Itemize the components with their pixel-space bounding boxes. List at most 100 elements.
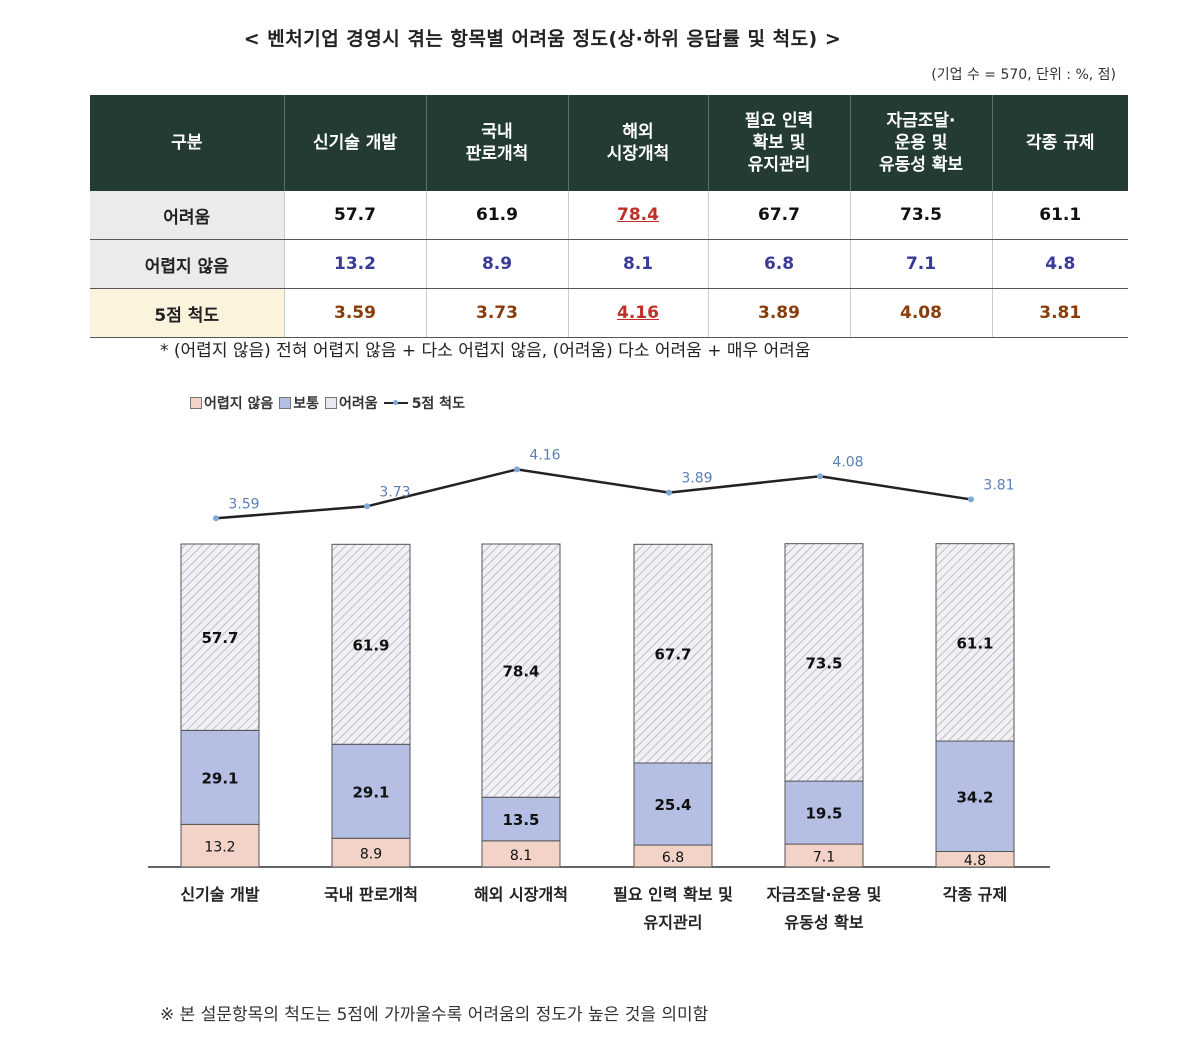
bar-segment [784, 543, 864, 782]
bar-value-label: 13.2 [204, 840, 235, 856]
bar-value-label: 29.1 [352, 783, 389, 801]
bar-value-label: 73.5 [805, 654, 842, 672]
table-cell: 78.4 [568, 191, 709, 240]
table-cell: 8.1 [568, 239, 709, 289]
legend-swatch [190, 397, 202, 409]
scale-value-label: 4.16 [529, 447, 560, 463]
bar-value-label: 8.1 [510, 848, 532, 864]
bar-segment [784, 780, 864, 845]
table-cell: 3.89 [708, 288, 851, 338]
table-header: 국내 판로개척 [426, 95, 569, 191]
bar-value-label: 6.8 [662, 850, 684, 866]
header-line: 신기술 개발 [312, 132, 398, 153]
bar-value-label: 25.4 [654, 796, 691, 814]
table-header-row: 구분 신기술 개발 국내 판로개척 해외 시장개척 필요 인력 확보 및 유지관리 자금… [90, 95, 1128, 191]
table-cell: 73.5 [850, 191, 993, 240]
table-cell: 67.7 [708, 191, 851, 240]
bar-segment [331, 743, 411, 839]
table-corner: 구분 [90, 95, 285, 191]
table-cell: 3.81 [992, 288, 1128, 338]
scale-value-label: 3.73 [379, 484, 410, 500]
bar-value-label: 67.7 [654, 646, 691, 664]
legend-label: 보통 [293, 396, 320, 412]
header-line: 국내 [481, 121, 513, 142]
table-cell: 7.1 [850, 239, 993, 289]
header-line: 해외 [622, 121, 654, 142]
scale-point [514, 466, 520, 473]
header-line: 판로개척 [465, 144, 529, 164]
scale-line [215, 468, 972, 520]
table-row: 5점 척도 3.59 3.73 4.16 3.89 4.08 3.81 [90, 288, 1128, 338]
table-header: 필요 인력 확보 및 유지관리 [708, 95, 851, 191]
bar-value-label: 13.5 [502, 811, 539, 829]
table-row: 어렵지 않음 13.2 8.9 8.1 6.8 7.1 4.8 [90, 239, 1128, 289]
legend-item-not-difficult: 어렵지 않음 [190, 393, 273, 413]
legend-swatch [325, 397, 338, 409]
chart-legend: 어렵지 않음 보통 어려움 5점 척도 [190, 393, 465, 413]
bar-segment [180, 543, 260, 731]
row-label: 5점 척도 [90, 288, 285, 338]
x-tick-label: 국내 판로개척 [324, 885, 418, 904]
footnote: ※ 본 설문항목의 척도는 5점에 가까울수록 어려움의 정도가 높은 것을 의… [160, 1005, 709, 1025]
header-line: 운용 및 [894, 132, 948, 153]
scale-point [817, 473, 823, 480]
table-cell: 3.73 [426, 288, 569, 338]
header-line: 유동성 확보 [878, 155, 964, 176]
header-line: 확보 및 [752, 132, 806, 153]
scale-value-label: 3.59 [228, 496, 259, 512]
summary-table: 구분 신기술 개발 국내 판로개척 해외 시장개척 필요 인력 확보 및 유지관리 자금… [90, 95, 1128, 338]
unit-note: (기업 수 = 570, 단위 : %, 점) [931, 67, 1116, 83]
table-cell: 4.08 [850, 288, 993, 338]
bar-segment [633, 762, 713, 846]
scale-point [968, 496, 974, 503]
bar-segment [481, 840, 561, 868]
legend-item-scale: 5점 척도 [383, 393, 465, 413]
legend-item-normal: 보통 [279, 393, 319, 413]
scale-value-label: 3.89 [681, 471, 712, 487]
table-note: * (어렵지 않음) 전혀 어렵지 않음 + 다소 어렵지 않음, (어려움) … [160, 341, 811, 361]
header-line: 자금조달· [886, 110, 956, 131]
scale-value-label: 4.08 [832, 454, 863, 470]
bar-value-label: 7.1 [813, 850, 835, 866]
table-cell: 61.1 [992, 191, 1128, 240]
bar-value-label: 34.2 [956, 788, 993, 806]
table-cell: 13.2 [284, 239, 427, 289]
table-cell: 8.9 [426, 239, 569, 289]
scale-point [364, 503, 370, 510]
legend-line [383, 400, 408, 405]
table-row: 어려움 57.7 61.9 78.4 67.7 73.5 61.1 [90, 191, 1128, 240]
legend-swatch [279, 397, 292, 409]
bar-segment [633, 543, 713, 764]
page-title: < 벤처기업 경영시 겪는 항목별 어려움 정도(상·하위 응답률 및 척도) … [243, 28, 842, 50]
x-tick-label: 신기술 개발 [180, 885, 259, 904]
header-line: 필요 인력 [744, 110, 814, 131]
bar-segment [935, 740, 1015, 852]
bar-segment [481, 543, 561, 798]
bar-value-label: 29.1 [201, 769, 238, 787]
bar-value-label: 57.7 [201, 629, 238, 647]
table-cell: 6.8 [708, 239, 851, 289]
legend-label: 어렵지 않음 [204, 396, 274, 412]
x-tick-label: 자금조달·운용 및 [767, 885, 882, 904]
row-label: 어렵지 않음 [90, 239, 285, 289]
x-tick-label: 필요 인력 확보 및 [613, 885, 733, 904]
bar-value-label: 61.9 [352, 636, 389, 654]
header-line: 각종 규제 [1026, 132, 1095, 153]
row-label: 어려움 [90, 191, 285, 240]
header-line: 유지관리 [747, 155, 811, 176]
legend-label: 5점 척도 [411, 396, 465, 412]
x-tick-label: 각종 규제 [943, 885, 1007, 904]
bar-segment [180, 823, 260, 868]
bar-segment [481, 796, 561, 842]
bar-segment [331, 837, 411, 868]
bar-value-label: 78.4 [502, 663, 539, 681]
bar-value-label: 61.1 [956, 634, 993, 652]
table-header: 신기술 개발 [284, 95, 427, 191]
bar-value-label: 8.9 [360, 847, 382, 863]
bar-value-label: 4.8 [964, 853, 986, 869]
legend-item-difficult: 어려움 [325, 393, 378, 413]
bar-segment [331, 543, 411, 745]
bar-segment [935, 543, 1015, 742]
scale-point [213, 515, 219, 522]
